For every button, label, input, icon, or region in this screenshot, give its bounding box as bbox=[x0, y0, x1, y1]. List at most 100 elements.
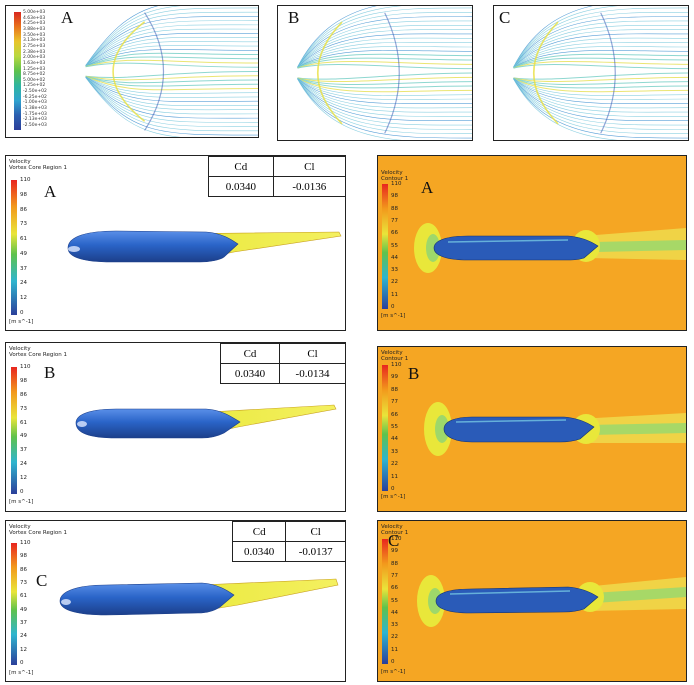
streamline bbox=[513, 20, 688, 68]
colorbar-tick-label: 44 bbox=[391, 254, 398, 261]
streamline bbox=[513, 53, 688, 69]
colorbar-tick-label: 1.63e+03 bbox=[23, 60, 46, 66]
colorbar-tick-label: 24 bbox=[20, 461, 27, 468]
contour-panel-c: Velocity Contour 1 110 99 88 77 66 55 44 33 22 11 0… bbox=[377, 520, 687, 682]
colorbar-tick-label: 55 bbox=[391, 242, 398, 249]
streamline bbox=[85, 20, 258, 67]
streamline bbox=[85, 6, 181, 66]
contour-field-a bbox=[414, 223, 686, 273]
colorbar-tick-label: 24 bbox=[20, 280, 27, 287]
flow-band bbox=[384, 12, 400, 134]
colorbar-title: Velocity Contour 1 bbox=[381, 350, 409, 362]
cl-value: -0.0137 bbox=[285, 541, 345, 562]
streamline bbox=[513, 72, 688, 80]
streamline bbox=[297, 41, 472, 68]
streamline bbox=[85, 62, 258, 68]
streamline bbox=[297, 77, 472, 93]
vortex-nose-highlight bbox=[77, 421, 87, 427]
streamline bbox=[85, 56, 258, 68]
contour-panel-a: Velocity Contour 1 110 98 88 77 66 55 44 33 22 11 0… bbox=[377, 155, 687, 331]
streamline bbox=[297, 7, 472, 68]
colorbar-tick-label: 77 bbox=[391, 217, 398, 224]
colorbar-tick-label: 110 bbox=[391, 536, 402, 542]
streamline bbox=[85, 77, 181, 137]
vortex-body bbox=[59, 582, 235, 616]
colorbar-ticks: 110 98 86 73 61 49 37 24 12 0 bbox=[20, 540, 40, 667]
colorbar-tick-label: 4.25e+03 bbox=[23, 21, 46, 27]
streamline bbox=[297, 12, 472, 68]
colorbar bbox=[382, 539, 388, 664]
colorbar-tick-label: 22 bbox=[391, 461, 398, 468]
streamline bbox=[85, 76, 258, 123]
streamline bbox=[85, 76, 258, 111]
wake-inner bbox=[588, 423, 686, 435]
colorbar-tick-label: 98 bbox=[20, 191, 27, 198]
streamline bbox=[85, 75, 258, 84]
colorbar-title: Velocity Vortex Core Region 1 bbox=[9, 159, 67, 171]
contour-panel-b: Velocity Contour 1 110 99 88 77 66 55 44 33 22 11 0… bbox=[377, 346, 687, 512]
streamline bbox=[85, 76, 258, 98]
streamline bbox=[513, 78, 688, 113]
body-highlight bbox=[449, 590, 571, 595]
streamline bbox=[297, 78, 472, 122]
cd-header: Cd bbox=[219, 343, 281, 364]
streamline bbox=[297, 63, 472, 70]
streamline bbox=[297, 76, 472, 83]
streamline bbox=[297, 78, 472, 117]
colorbar-tick-label: 0 bbox=[20, 660, 24, 666]
colorbar-tick-label: 37 bbox=[20, 620, 27, 626]
streamline bbox=[297, 20, 472, 68]
colorbar bbox=[11, 543, 17, 665]
colorbar-tick-label: 0 bbox=[391, 304, 395, 310]
streamline bbox=[513, 63, 688, 70]
streamline bbox=[297, 33, 472, 68]
streamline bbox=[297, 78, 472, 100]
colorbar-tick-label: 37 bbox=[20, 447, 27, 454]
body-highlight bbox=[455, 419, 567, 423]
streamline bbox=[513, 46, 688, 68]
streamline bbox=[297, 24, 472, 68]
streamline bbox=[85, 76, 258, 106]
streamline bbox=[297, 50, 472, 69]
colorbar-tick-label: 11 bbox=[391, 473, 398, 480]
streamline bbox=[513, 78, 688, 109]
colorbar-tick-label: 110 bbox=[20, 540, 31, 546]
contour-field-c bbox=[417, 575, 686, 627]
colorbar bbox=[11, 367, 17, 494]
streamline bbox=[297, 16, 472, 68]
streamline bbox=[297, 29, 472, 68]
contour-body bbox=[433, 235, 599, 261]
colorbar bbox=[382, 365, 388, 491]
colorbar-tick-label: 11 bbox=[391, 291, 398, 298]
colorbar-tick-label: 1.25e+03 bbox=[23, 66, 46, 72]
colorbar-tick-label: 44 bbox=[391, 609, 398, 616]
colorbar-ticks: 110 99 88 77 66 55 44 33 22 11 0 bbox=[391, 362, 411, 493]
colorbar-tick-label: 61 bbox=[20, 593, 27, 600]
streamline bbox=[297, 78, 472, 130]
colorbar-tick-label: 2.75e+03 bbox=[23, 43, 46, 49]
streamline bbox=[85, 77, 258, 136]
streamline bbox=[85, 6, 159, 66]
flow-band bbox=[144, 12, 165, 131]
colorbar-tick-label: 33 bbox=[391, 448, 398, 455]
streamline bbox=[85, 37, 258, 67]
colorbar-unit: [m s^-1] bbox=[9, 670, 34, 676]
streamline bbox=[513, 78, 688, 117]
streamline-panel-a: 5.00e+03 4.63e+03 4.25e+03 3.88e+03 3.50e+03… bbox=[5, 5, 259, 138]
colorbar-tick-label: 0 bbox=[20, 489, 24, 495]
streamline bbox=[297, 72, 472, 80]
colorbar-title: Velocity Vortex Core Region 1 bbox=[9, 346, 67, 358]
colorbar-tick-label: 0 bbox=[391, 486, 395, 492]
colorbar-tick-label: 98 bbox=[391, 193, 398, 200]
colorbar-tick-label: 4.63e+03 bbox=[23, 15, 46, 21]
streamline bbox=[85, 52, 258, 67]
colorbar-tick-label: -1.38e+03 bbox=[23, 106, 47, 112]
colorbar-tick-label: 55 bbox=[391, 424, 398, 430]
panel-label: B bbox=[44, 363, 56, 382]
panel-label-b: B bbox=[288, 8, 300, 27]
colorbar-tick-label: 98 bbox=[20, 553, 27, 560]
streamline bbox=[85, 75, 258, 81]
colorbar-tick-label: 2.38e+03 bbox=[23, 49, 46, 55]
cd-header: Cd bbox=[231, 521, 287, 542]
colorbar-tick-label: 66 bbox=[391, 585, 398, 592]
